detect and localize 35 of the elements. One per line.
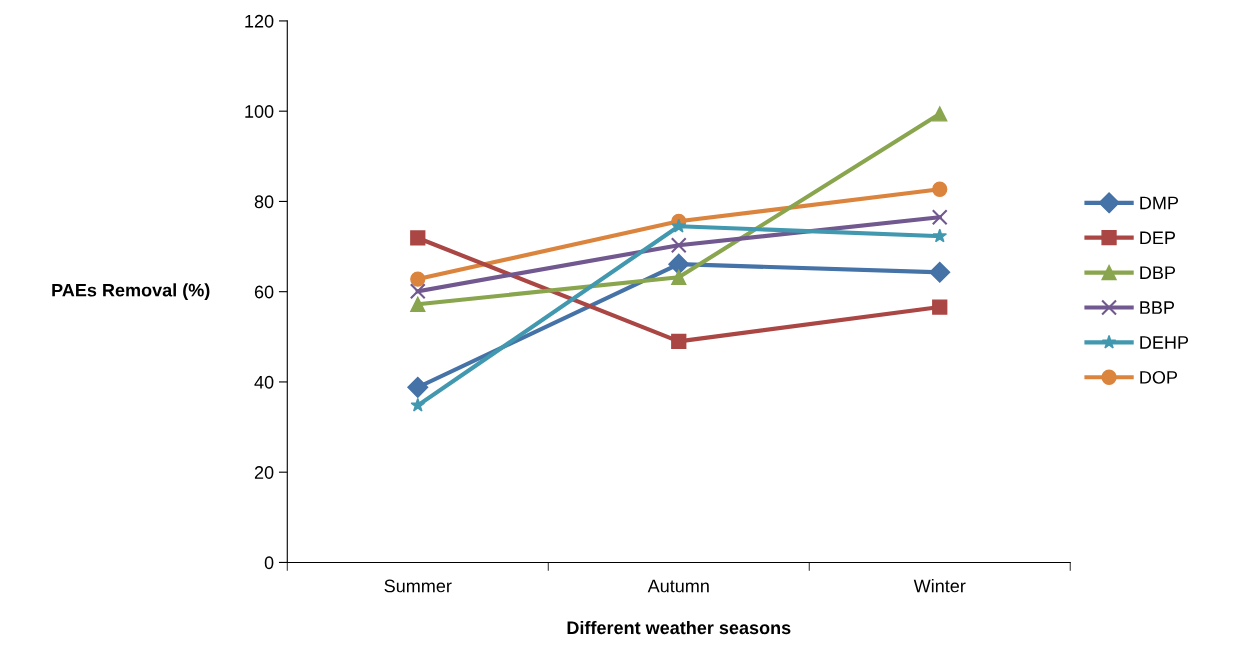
y-tick-label: 20 [254,466,274,479]
y-tick-label: 0 [264,556,274,570]
point [410,397,426,412]
point [932,228,948,243]
legend-label: DEP [1140,231,1176,245]
x-tick-label: Autumn [647,579,709,593]
point [931,209,948,226]
point [670,237,687,254]
y-tick-label: 80 [254,195,274,209]
x-axis-title: Different weather seasons [567,620,791,635]
y-axis-title: PAEs Removal (%) [52,283,210,301]
point [410,271,426,287]
point [932,106,948,122]
point [410,230,426,246]
x-tick-label: Summer [384,579,452,593]
point [407,376,429,398]
point [410,296,426,312]
y-tick-label: 100 [245,105,274,118]
point [409,283,426,300]
point [932,299,948,315]
point [668,253,690,275]
point [671,218,687,233]
legend-label: BBP [1140,301,1175,314]
point [671,333,687,349]
legend-label: DOP [1140,370,1178,384]
legend-label: DBP [1140,266,1176,279]
y-tick-label: 40 [254,375,274,389]
y-tick-label: 120 [245,14,274,28]
legend-label: DMP [1140,196,1179,210]
legend-label: DEHP [1140,336,1189,349]
point [671,269,687,285]
point [932,181,948,197]
x-tick-label: Winter [913,579,966,593]
point [929,261,951,283]
y-tick-label: 60 [254,285,274,299]
